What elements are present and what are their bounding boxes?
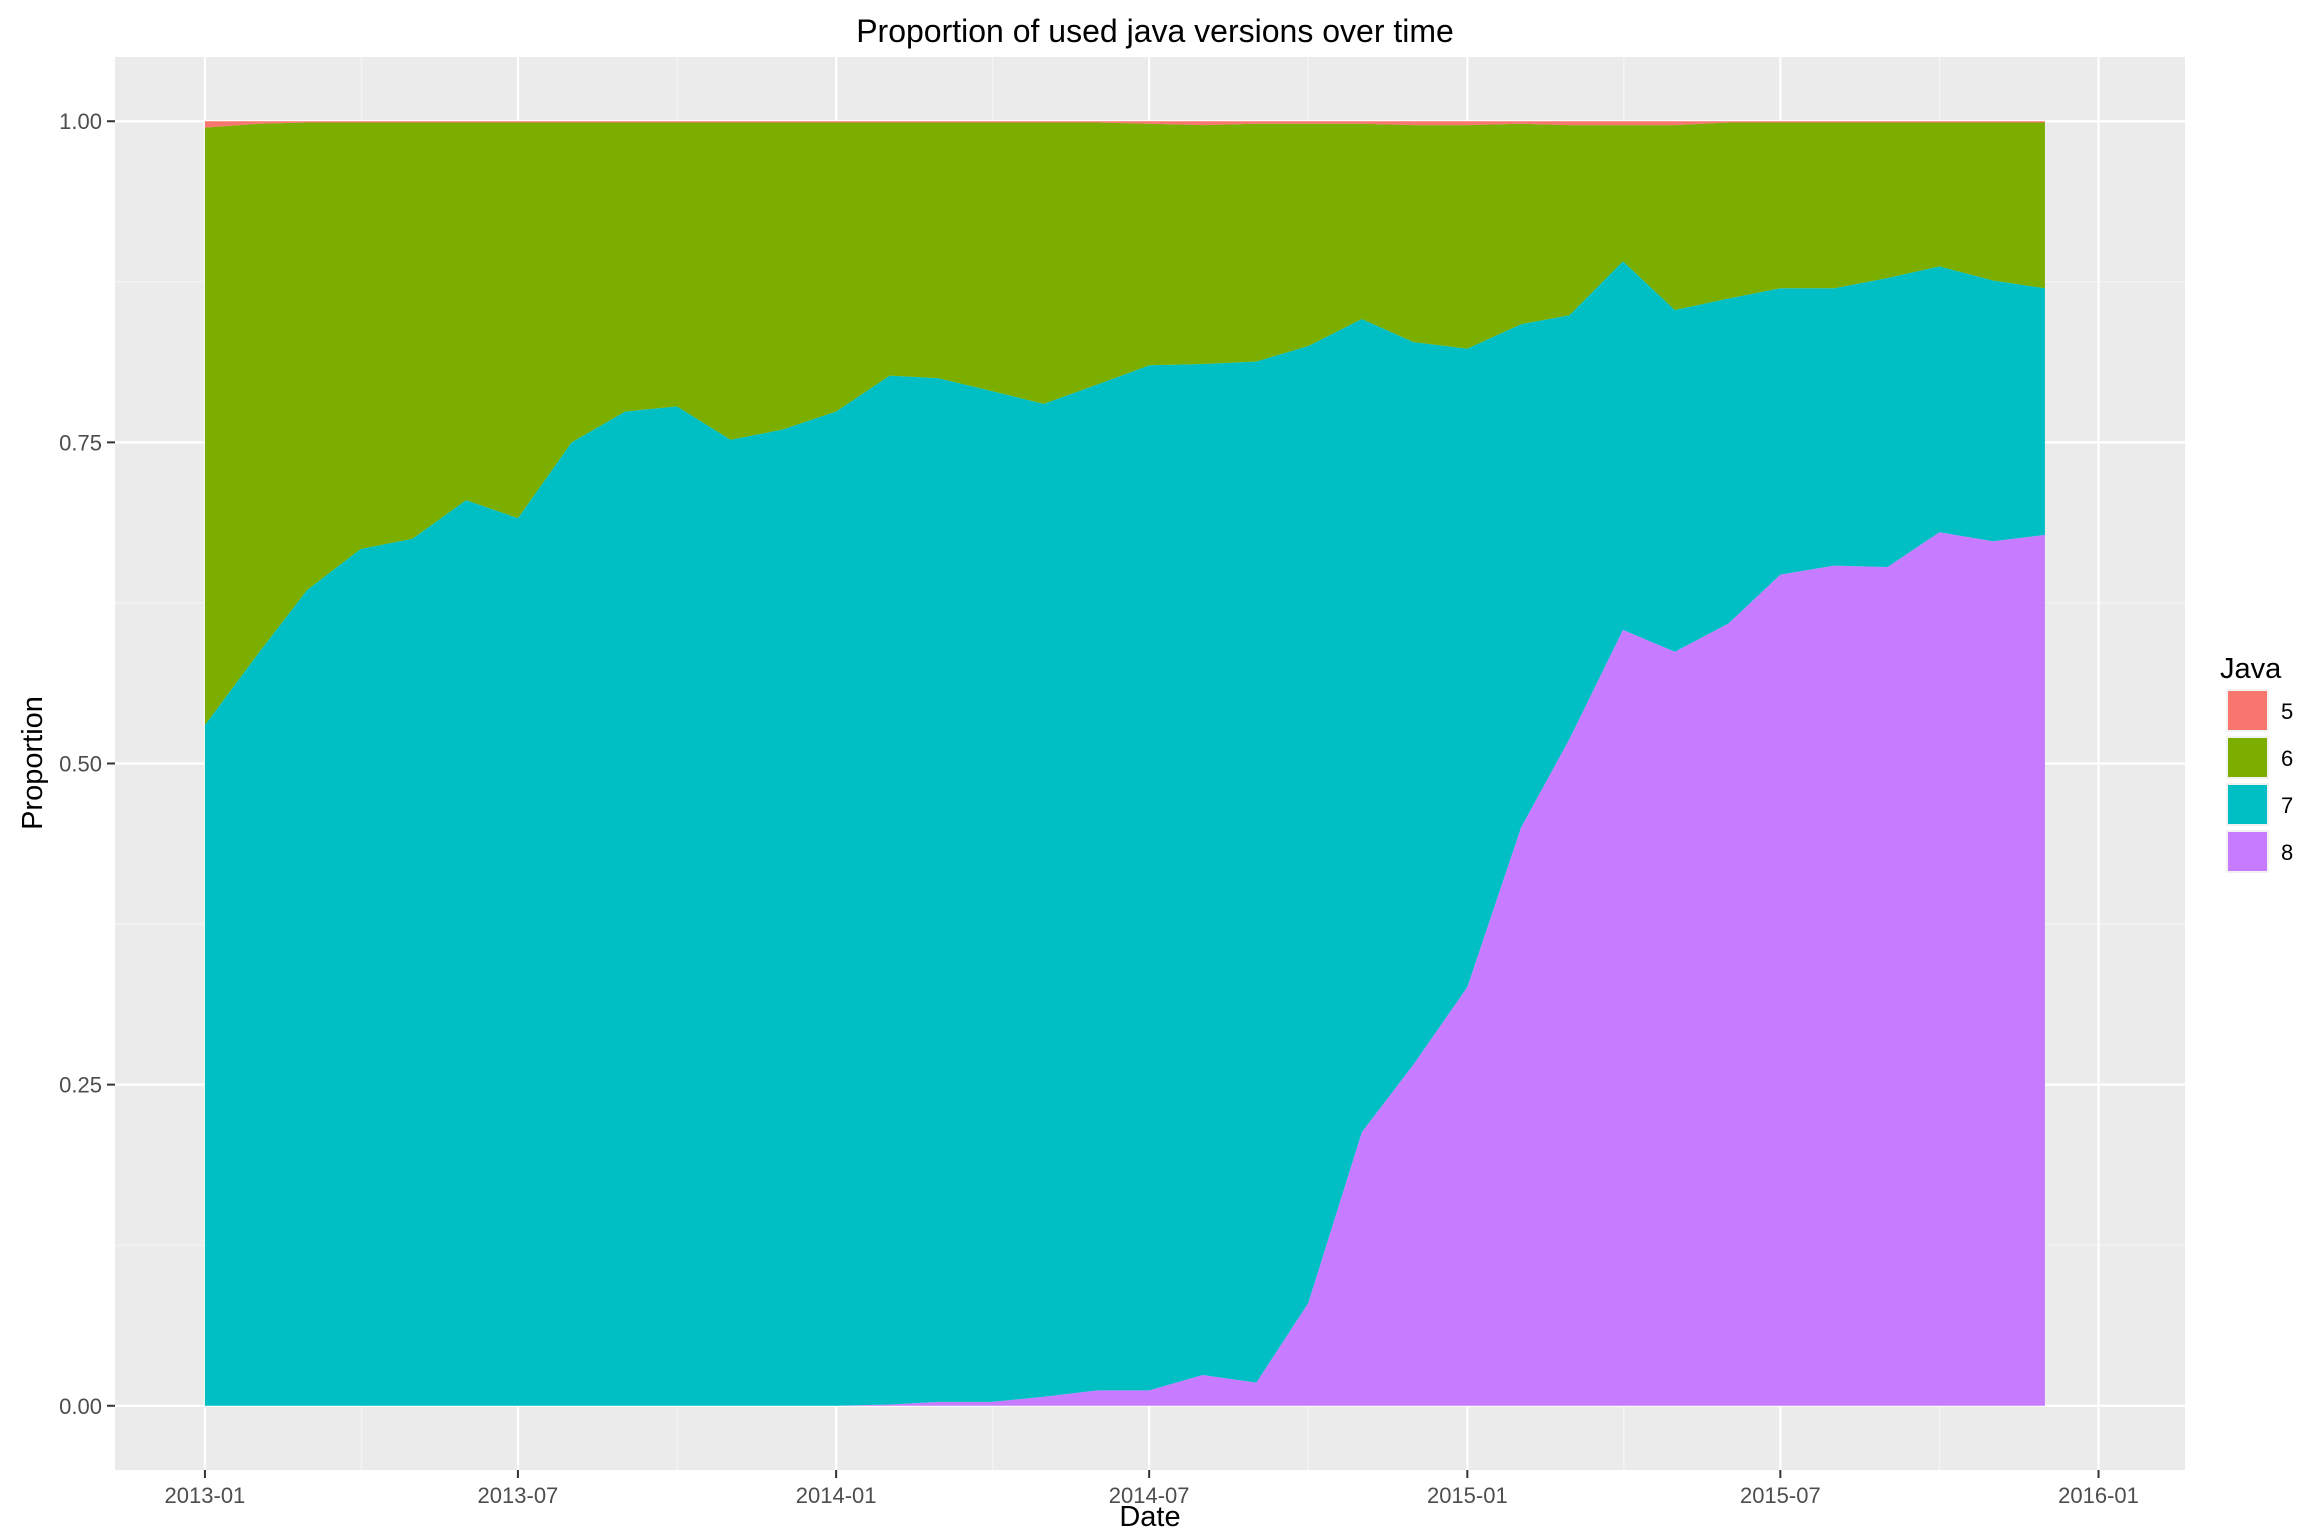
area-layers: [204, 121, 2045, 1406]
y-tick-label: 0.50: [59, 752, 102, 777]
legend-label-java-7: 7: [2281, 793, 2293, 818]
y-axis: 0.00 0.25 0.50 0.75 1.00: [59, 109, 115, 1419]
x-tick-label: 2015-01: [1427, 1483, 1508, 1508]
y-tick-label: 0.25: [59, 1073, 102, 1098]
legend-swatch-java-7: [2228, 785, 2267, 824]
area-series-java-5: [204, 121, 2045, 128]
legend: Java 5 6 7 8: [2220, 653, 2293, 873]
y-tick-label: 0.75: [59, 430, 102, 455]
y-tick-label: 0.00: [59, 1394, 102, 1419]
area-series-java-8: [204, 532, 2045, 1406]
x-tick-label: 2014-01: [796, 1483, 877, 1508]
y-axis-title: Proportion: [17, 696, 49, 830]
x-tick-label: 2016-01: [2058, 1483, 2139, 1508]
legend-label-java-5: 5: [2281, 699, 2293, 724]
legend-swatch-java-8: [2228, 832, 2267, 871]
x-axis-title: Date: [1119, 1501, 1180, 1533]
x-axis: 2013-01 2013-07 2014-01 2014-07 2015-01 2015-…: [165, 1470, 2139, 1508]
x-tick-label: 2013-07: [478, 1483, 559, 1508]
x-tick-label: 2013-01: [165, 1483, 246, 1508]
chart-title: Proportion of used java versions over ti…: [856, 13, 1454, 49]
legend-label-java-6: 6: [2281, 746, 2293, 771]
legend-swatch-java-6: [2228, 738, 2267, 777]
area-series-java-7: [204, 261, 2045, 1406]
y-tick-label: 1.00: [59, 109, 102, 134]
legend-swatch-java-5: [2228, 691, 2267, 730]
x-tick-label: 2015-07: [1740, 1483, 1821, 1508]
legend-title: Java: [2220, 653, 2282, 685]
legend-label-java-8: 8: [2281, 840, 2293, 865]
x-tick-label: 2014-07: [1109, 1483, 1190, 1508]
area-series-java-6: [204, 122, 2045, 725]
